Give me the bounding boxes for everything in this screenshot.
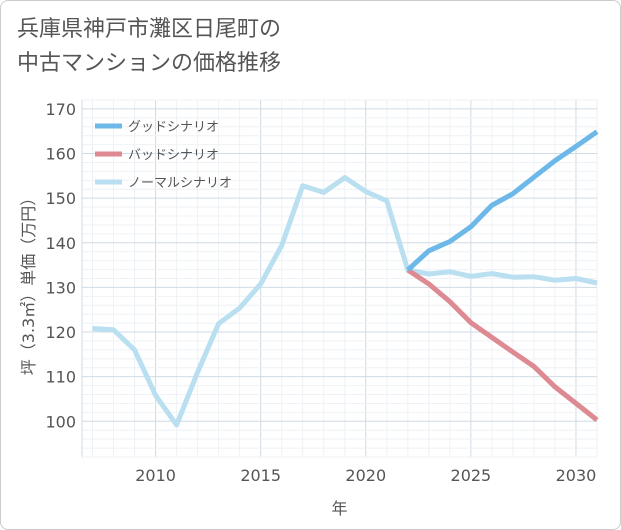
axis-ticks: 100 110 120 130 140 150 160 170 2010 2015 2020 2025… [45, 100, 596, 485]
y-tick-label: 130 [45, 278, 76, 297]
legend-label: グッドシナリオ [128, 120, 219, 135]
title-line-1: 兵庫県神戸市灘区日尾町の [17, 17, 282, 42]
y-tick-label: 100 [45, 412, 76, 431]
x-tick-label: 2030 [556, 466, 597, 485]
y-tick-label: 120 [45, 323, 76, 342]
x-tick-label: 2010 [135, 466, 176, 485]
y-tick-label: 140 [45, 234, 76, 253]
series-lines [92, 129, 599, 428]
y-tick-label: 150 [45, 189, 76, 208]
legend-label: バッドシナリオ [128, 148, 219, 163]
y-tick-label: 110 [45, 368, 76, 387]
x-axis-label: 年 [331, 499, 347, 518]
series-line-3 [92, 175, 598, 428]
legend-label: ノーマルシナリオ [128, 176, 232, 191]
x-tick-label: 2020 [345, 466, 386, 485]
title-line-2: 中古マンションの価格推移 [17, 51, 282, 76]
series-line-1 [406, 129, 599, 272]
grid-lines [81, 99, 598, 458]
series-line-2 [406, 267, 599, 422]
x-tick-label: 2025 [451, 466, 492, 485]
y-axis-label: 坪（3.3㎡）単価（万円） [19, 190, 38, 375]
y-tick-label: 170 [45, 100, 76, 119]
chart-title: 兵庫県神戸市灘区日尾町の 中古マンションの価格推移 [17, 13, 281, 81]
x-tick-label: 2015 [240, 466, 281, 485]
y-tick-label: 160 [45, 145, 76, 164]
